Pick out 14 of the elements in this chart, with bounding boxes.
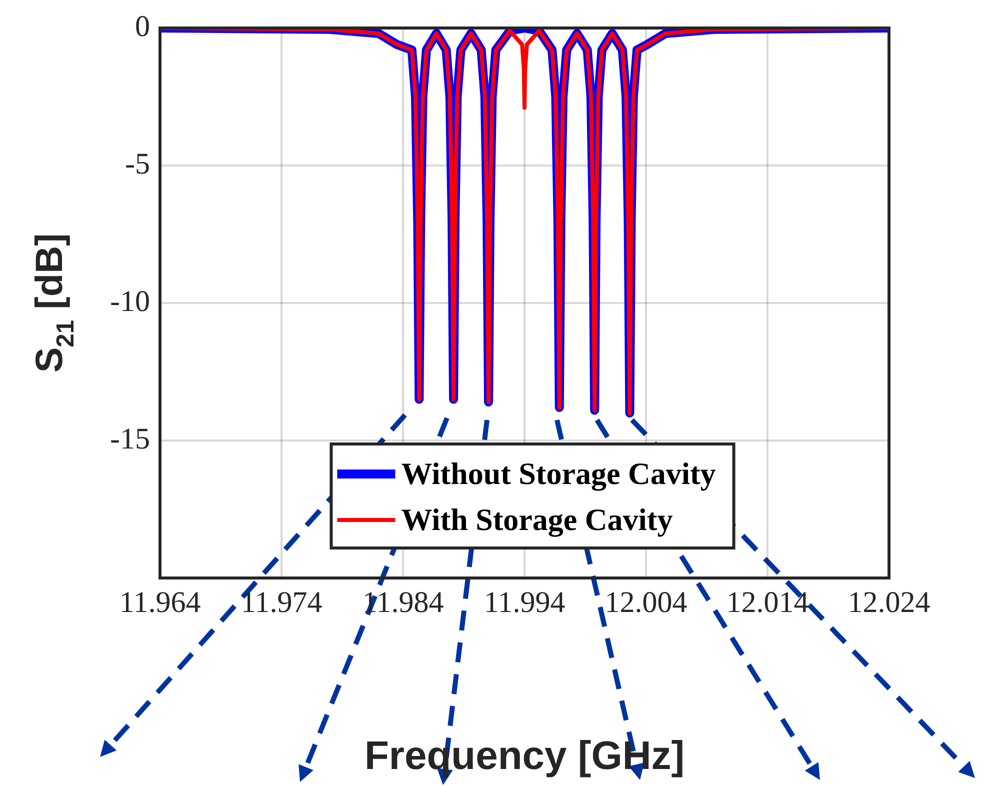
y-tick-label: -15 [110,422,150,456]
legend-label: Without Storage Cavity [401,456,716,492]
x-axis-title: Frequency [GHz] [364,734,685,778]
x-tick-label: 12.024 [848,586,930,619]
x-tick-label: 11.994 [484,586,566,619]
x-tick-label: 12.004 [604,586,688,619]
y-tick-label: -10 [110,284,150,318]
y-tick-label: 0 [135,10,150,43]
legend-label: With Storage Cavity [401,502,674,538]
y-tick-label: -5 [125,147,150,180]
x-tick-label: 12.014 [726,586,809,619]
x-tick-label: 11.974 [240,586,322,619]
x-tick-label: 11.964 [119,586,201,619]
y-axis-title: S21 [dB] [29,233,80,373]
